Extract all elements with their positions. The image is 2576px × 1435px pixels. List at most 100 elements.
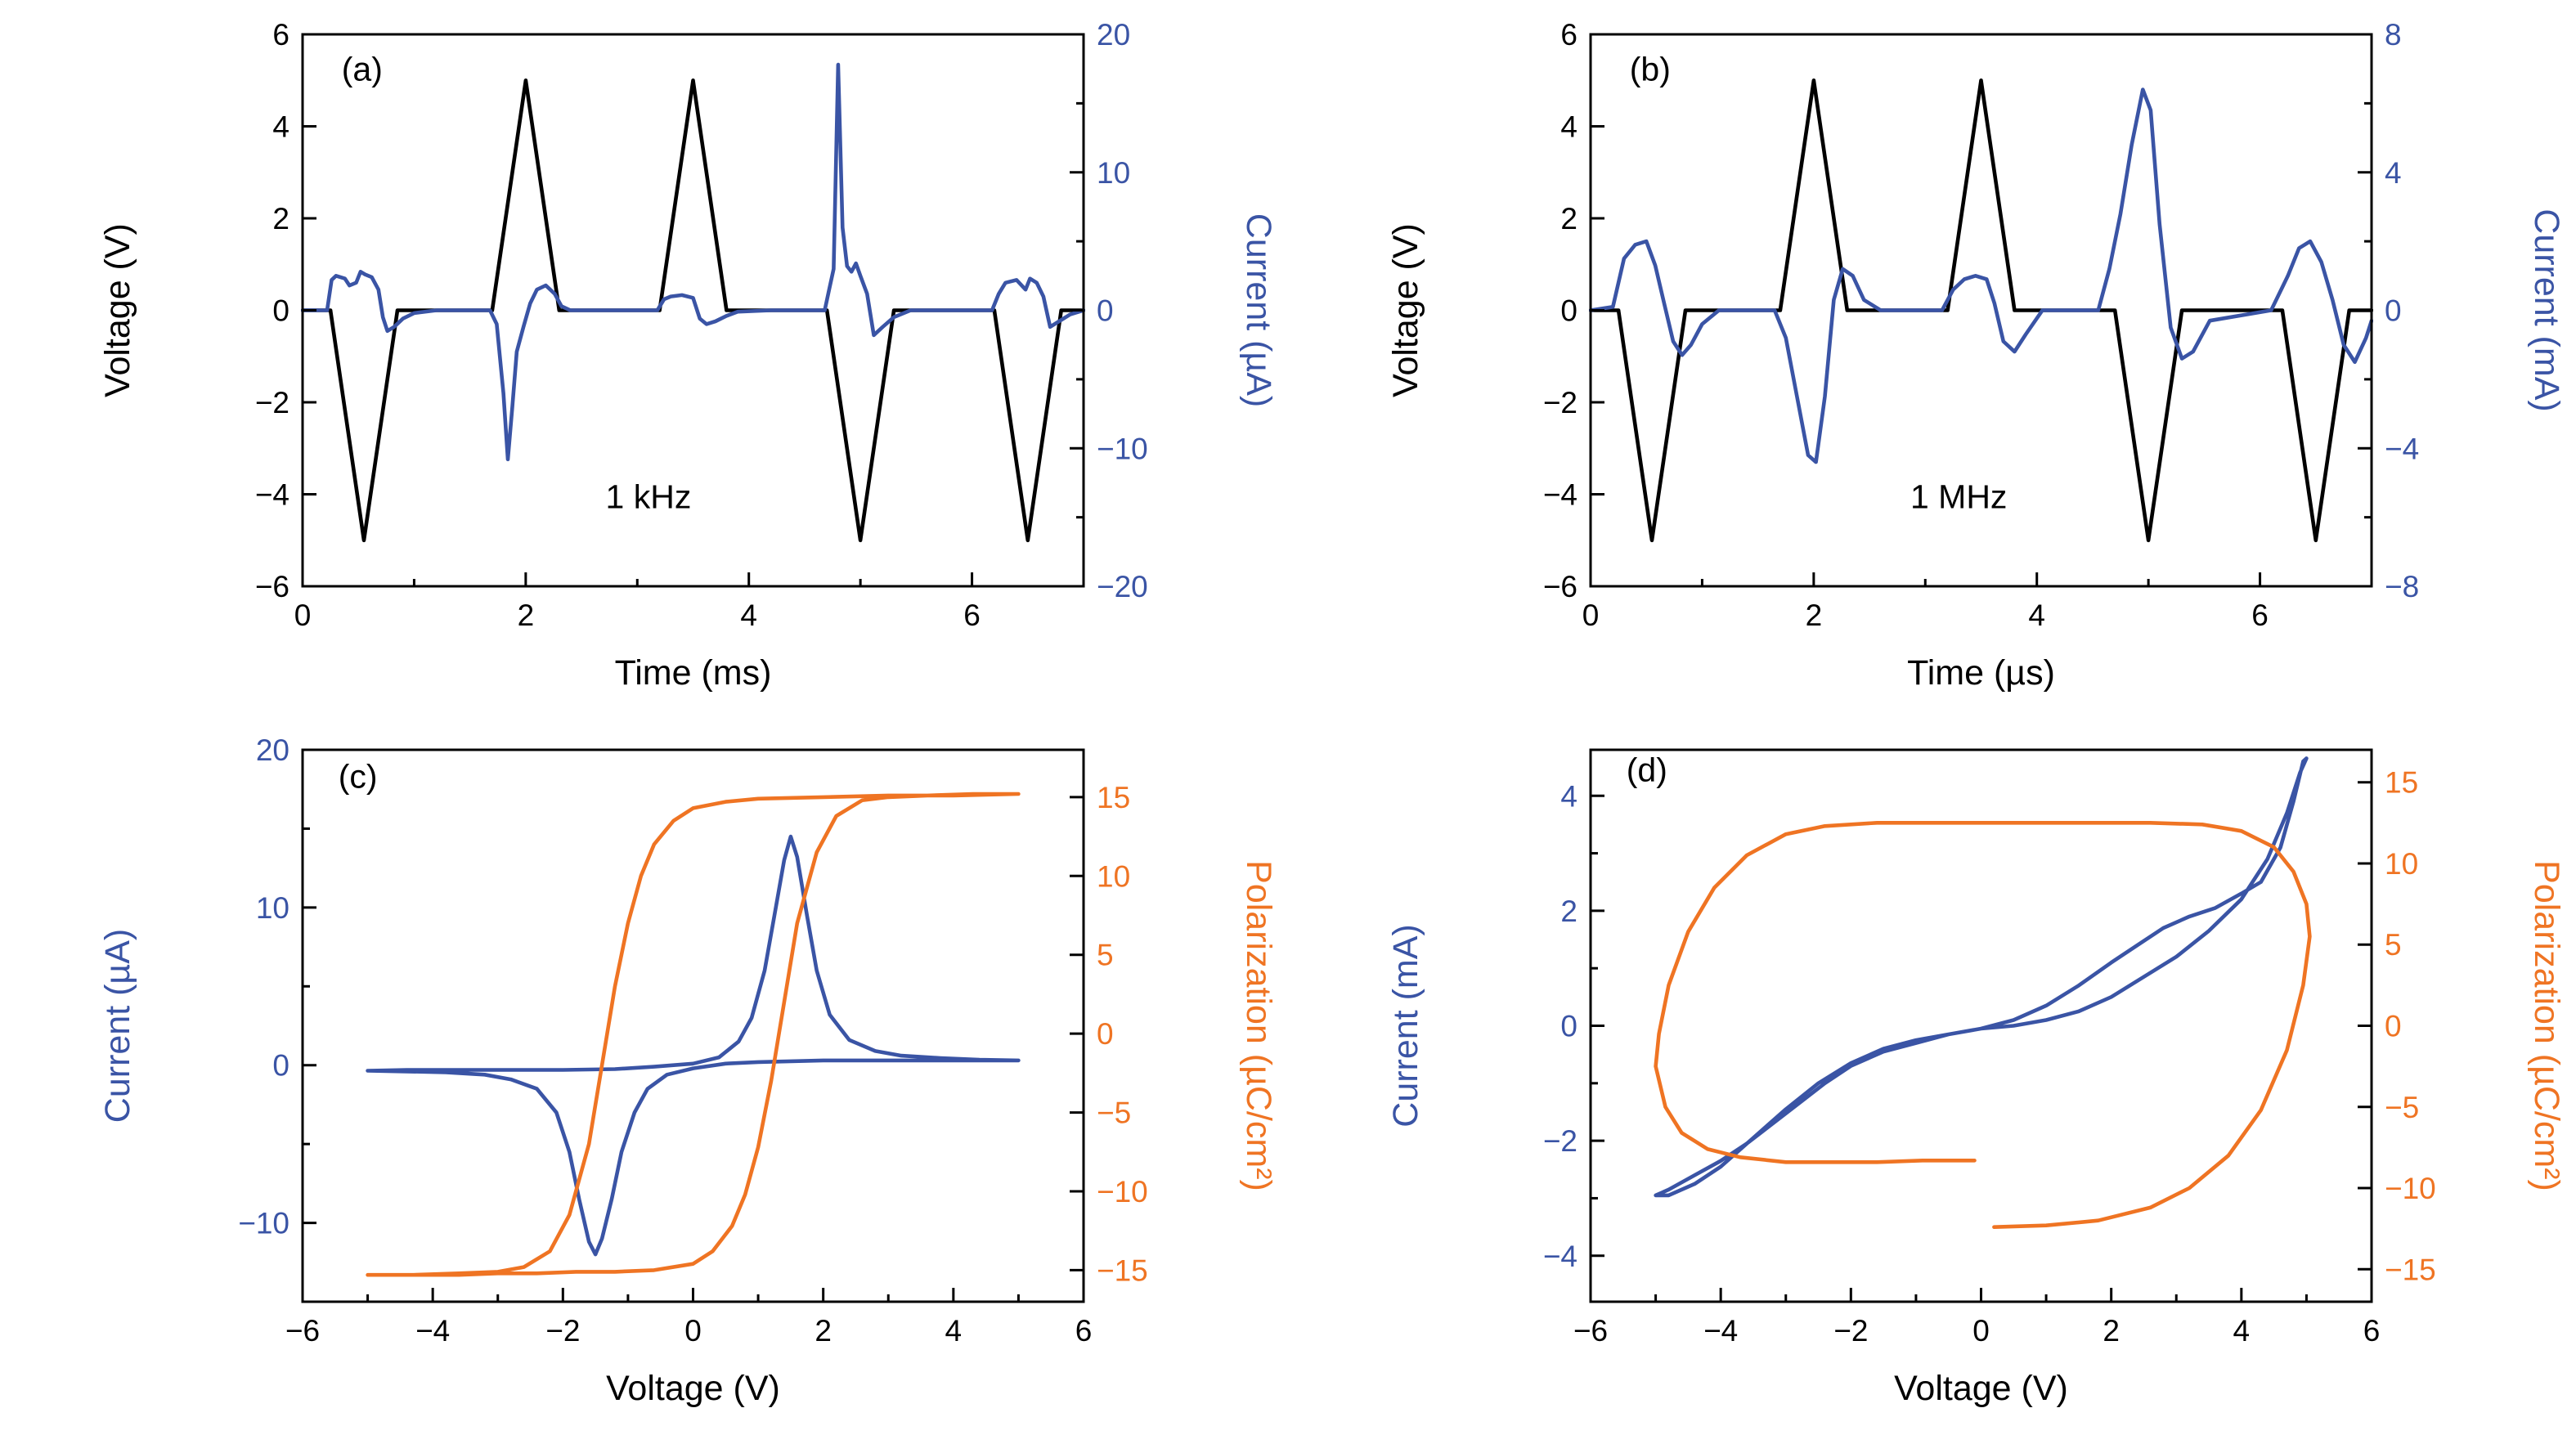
left-tick-label: 2 [1560, 895, 1577, 928]
panel-a-letter: (a) [342, 50, 383, 87]
left-tick-label: −6 [255, 570, 289, 603]
right-tick-label: 8 [2385, 18, 2402, 52]
panel-a: 0 2 4 6 −6 −4 −2 0 2 4 6 −20 −10 0 10 20 Time (ms) Voltag… [0, 0, 1288, 715]
right-tick-label: 10 [1097, 156, 1130, 190]
right-tick-label: 4 [2385, 156, 2402, 190]
panel-d-current-series [1654, 756, 2309, 1198]
x-tick-label: 0 [1582, 599, 1600, 632]
panel-d-series-group [1654, 756, 2312, 1230]
panel-b: 0 2 4 6 −6 −4 −2 0 2 4 6 −8 −4 0 4 8 Time (µs) Voltage (V… [1288, 0, 2576, 715]
right-tick-label: 0 [1097, 294, 1114, 328]
x-tick-label: −4 [1703, 1314, 1738, 1348]
right-tick-label: 10 [2385, 847, 2418, 881]
left-tick-label: 0 [1560, 294, 1577, 328]
left-tick-label: 4 [272, 110, 289, 144]
left-tick-label: −2 [1543, 1124, 1577, 1158]
right-tick-label: −5 [1097, 1096, 1131, 1130]
panel-a-annotation: 1 kHz [606, 478, 692, 515]
panel-d-frame [1589, 748, 2373, 1303]
panel-c-polarization-series [366, 791, 1021, 1277]
x-tick-label: 0 [294, 599, 312, 632]
right-tick-label: −10 [1097, 432, 1148, 465]
panel-d-left-axis-label: Current (mA) [1386, 924, 1425, 1127]
left-tick-label: 20 [256, 733, 289, 767]
left-tick-label: 2 [272, 202, 289, 235]
left-tick-label: 2 [1560, 202, 1577, 235]
x-tick-label: 2 [2103, 1314, 2120, 1348]
panel-b-left-axis-label: Voltage (V) [1386, 223, 1425, 397]
right-tick-label: 20 [1097, 18, 1130, 52]
panel-b-annotation: 1 MHz [1910, 478, 2007, 515]
x-tick-label: −2 [545, 1314, 580, 1348]
x-tick-label: 2 [815, 1314, 832, 1348]
left-tick-label: 0 [272, 1049, 289, 1083]
x-tick-label: 4 [740, 599, 757, 632]
panel-a-current-series [301, 62, 1085, 462]
panel-c-right-axis-label: Polarization (µC/cm²) [1239, 860, 1278, 1191]
panel-d-polarization-series [1654, 821, 2312, 1230]
x-tick-label: −6 [1573, 1314, 1608, 1348]
panel-c-x-axis-label: Voltage (V) [606, 1369, 780, 1408]
x-tick-label: 6 [2251, 599, 2269, 632]
panel-b-letter: (b) [1630, 50, 1671, 87]
right-tick-label: −10 [1097, 1175, 1148, 1209]
left-tick-label: 0 [1560, 1010, 1577, 1043]
left-tick-label: −2 [1543, 386, 1577, 419]
left-tick-label: −4 [1543, 1240, 1577, 1273]
panel-a-voltage-series [301, 78, 1085, 543]
left-tick-label: 6 [1560, 18, 1577, 52]
right-tick-label: 15 [2385, 766, 2418, 800]
right-tick-label: 15 [1097, 781, 1130, 814]
right-tick-label: −15 [1097, 1253, 1148, 1287]
left-tick-label: −2 [255, 386, 289, 419]
x-tick-label: 6 [1075, 1314, 1093, 1348]
right-tick-label: 0 [1097, 1017, 1114, 1051]
panel-b-plot: 0 2 4 6 −6 −4 −2 0 2 4 6 −8 −4 0 4 8 Time (µs) Voltage (V… [1386, 18, 2566, 693]
x-tick-label: 4 [2028, 599, 2045, 632]
left-tick-label: −6 [1543, 570, 1577, 603]
left-tick-label: −4 [255, 478, 289, 512]
panel-a-right-axis-label: Current (µA) [1239, 213, 1278, 407]
x-tick-label: −2 [1833, 1314, 1868, 1348]
panel-c: −6 −4 −2 0 2 4 6 −10 0 10 20 −15 −10 −5 0 5 10 15 Voltage … [0, 715, 1288, 1431]
x-tick-label: −6 [285, 1314, 320, 1348]
x-tick-label: 2 [1806, 599, 1823, 632]
panel-c-letter: (c) [339, 757, 378, 795]
panel-d-right-axis-label: Polarization (µC/cm²) [2527, 860, 2566, 1191]
right-tick-label: 0 [2385, 294, 2402, 328]
left-tick-label: 4 [1560, 110, 1577, 144]
panel-d-plot: −6 −4 −2 0 2 4 6 −4 −2 0 2 4 −15 −10 −5 0 5 10 15 Voltage (… [1386, 748, 2566, 1408]
panel-b-current-series [1589, 87, 2373, 464]
right-tick-label: 0 [2385, 1010, 2402, 1043]
panel-d-letter: (d) [1627, 751, 1667, 789]
x-tick-label: 2 [518, 599, 535, 632]
right-tick-label: 10 [1097, 859, 1130, 893]
x-tick-label: 4 [945, 1314, 963, 1348]
panel-b-x-axis-label: Time (µs) [1907, 653, 2055, 693]
right-tick-label: −4 [2385, 432, 2419, 465]
left-tick-label: −10 [238, 1207, 289, 1240]
panel-a-left-axis-label: Voltage (V) [98, 223, 137, 397]
right-tick-label: −8 [2385, 570, 2419, 603]
panel-b-series-group [1589, 78, 2373, 543]
panel-c-series-group [366, 791, 1021, 1277]
x-tick-label: 0 [1972, 1314, 1990, 1348]
x-tick-label: 6 [2363, 1314, 2381, 1348]
left-tick-label: 6 [272, 18, 289, 52]
left-tick-label: 0 [272, 294, 289, 328]
panel-c-frame [301, 748, 1085, 1303]
x-tick-label: 4 [2233, 1314, 2251, 1348]
x-tick-label: −4 [415, 1314, 450, 1348]
right-tick-label: −5 [2385, 1091, 2419, 1124]
left-tick-label: 10 [256, 891, 289, 925]
left-tick-label: −4 [1543, 478, 1577, 512]
panel-b-voltage-series [1589, 78, 2373, 543]
x-tick-label: 6 [963, 599, 981, 632]
left-tick-label: 4 [1560, 779, 1577, 813]
panel-c-left-axis-label: Current (µA) [98, 929, 137, 1123]
panel-d-x-axis-label: Voltage (V) [1894, 1369, 2068, 1408]
right-tick-label: −10 [2385, 1172, 2436, 1205]
right-tick-label: 5 [1097, 939, 1114, 972]
right-tick-label: 5 [2385, 928, 2402, 962]
